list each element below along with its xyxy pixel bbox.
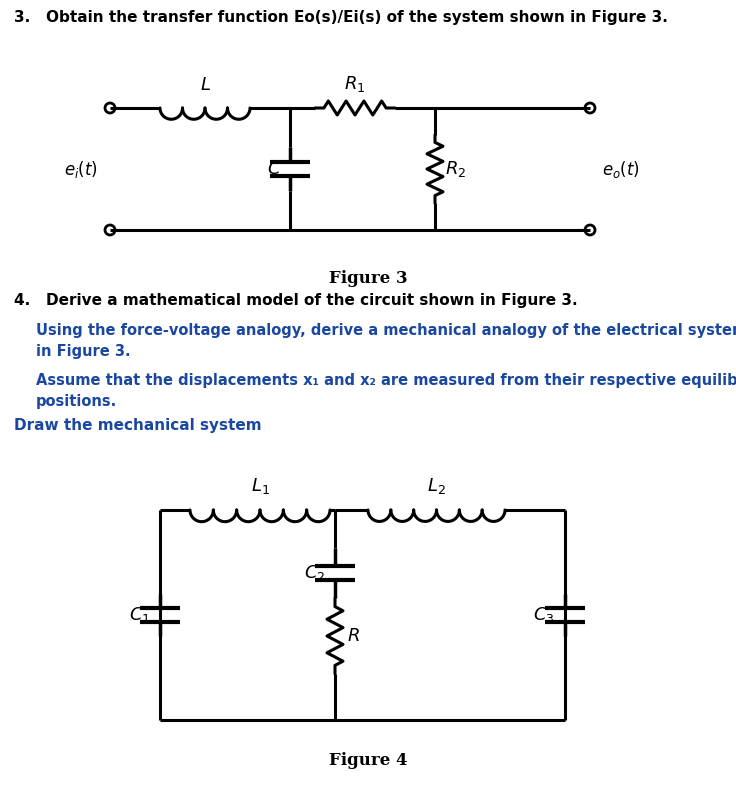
Text: $e_o(t)$: $e_o(t)$ [602, 158, 640, 180]
Text: Assume that the displacements x₁ and x₂ are measured from their respective equil: Assume that the displacements x₁ and x₂ … [36, 373, 736, 409]
Text: $R$: $R$ [347, 627, 360, 645]
Text: $L$: $L$ [199, 76, 210, 94]
Text: Using the force-voltage analogy, derive a mechanical analogy of the electrical s: Using the force-voltage analogy, derive … [36, 323, 736, 359]
Text: $R_1$: $R_1$ [344, 74, 366, 94]
Text: $e_i(t)$: $e_i(t)$ [64, 158, 98, 180]
Text: Figure 3: Figure 3 [329, 270, 407, 287]
Text: $L_1$: $L_1$ [250, 476, 269, 496]
Text: $L_2$: $L_2$ [427, 476, 446, 496]
Text: $R_2$: $R_2$ [445, 159, 467, 179]
Text: $C_2$: $C_2$ [304, 563, 325, 583]
Text: 3.   Obtain the transfer function Eo(s)/Ei(s) of the system shown in Figure 3.: 3. Obtain the transfer function Eo(s)/Ei… [14, 10, 668, 25]
Text: Figure 4: Figure 4 [329, 752, 407, 769]
Text: 4.   Derive a mathematical model of the circuit shown in Figure 3.: 4. Derive a mathematical model of the ci… [14, 293, 578, 308]
Text: Draw the mechanical system: Draw the mechanical system [14, 418, 261, 433]
Text: $C_1$: $C_1$ [129, 605, 150, 625]
Text: $C$: $C$ [267, 160, 282, 178]
Text: $C_3$: $C_3$ [534, 605, 555, 625]
